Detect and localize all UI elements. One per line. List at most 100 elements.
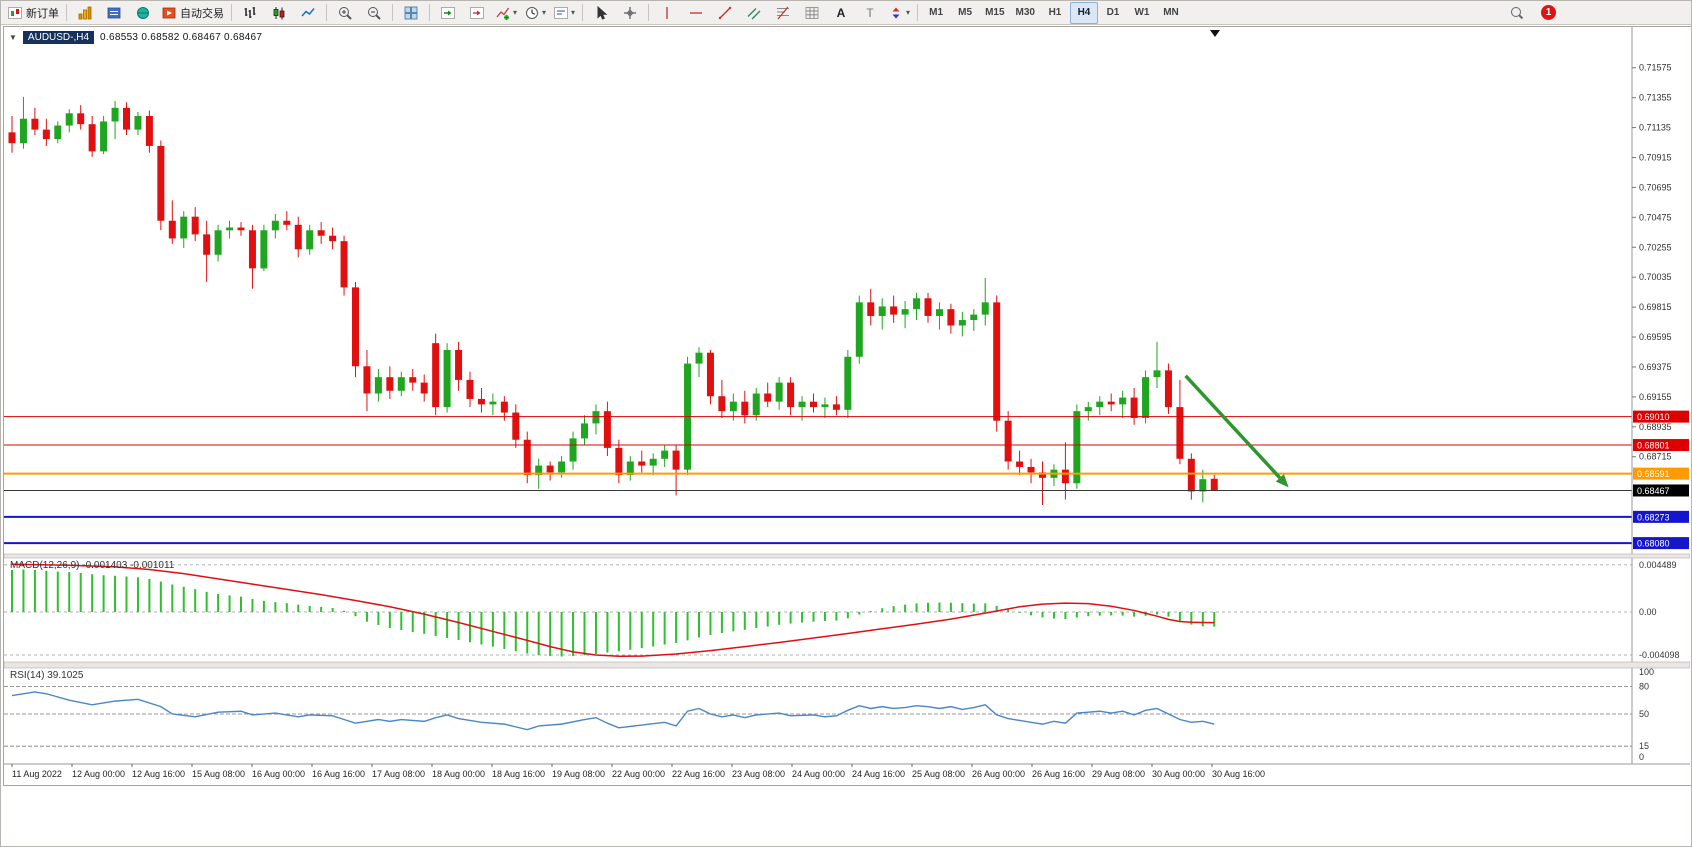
- timeframe-m5-button[interactable]: M5: [958, 7, 973, 18]
- search-icon: [1511, 6, 1524, 19]
- date-tick-label: 26 Aug 16:00: [1032, 769, 1085, 779]
- toolbar-separator: [326, 4, 327, 21]
- auto-trading-button[interactable]: 自动交易: [158, 2, 227, 24]
- trendline-button[interactable]: [711, 2, 739, 24]
- dropdown-arrow-icon: ▾: [513, 8, 518, 17]
- charts-button[interactable]: [71, 2, 99, 24]
- timeframe-m30-button[interactable]: M30: [1015, 7, 1035, 18]
- profiles-button[interactable]: [100, 2, 128, 24]
- zoom-in-button[interactable]: [331, 2, 359, 24]
- templates-button[interactable]: ▾: [550, 2, 578, 24]
- grid-button[interactable]: [798, 2, 826, 24]
- crosshair-button[interactable]: [616, 2, 644, 24]
- tile-windows-button[interactable]: [397, 2, 425, 24]
- macd-title: MACD(12,26,9) -0.001403 -0.001011: [10, 560, 174, 571]
- autotrade-icon: [162, 7, 176, 18]
- community-button[interactable]: [129, 2, 157, 24]
- new-order-icon: [8, 6, 22, 19]
- timeframe-w1-button[interactable]: W1: [1134, 7, 1150, 18]
- chart-ohlc-values: 0.68553 0.68582 0.68467 0.68467: [100, 32, 263, 43]
- line-chart-button[interactable]: [294, 2, 322, 24]
- level-price-label: [1633, 410, 1689, 423]
- date-tick-label: 12 Aug 16:00: [132, 769, 185, 779]
- rsi-axis-label: 50: [1639, 709, 1649, 719]
- price-tick-label: 0.69375: [1639, 362, 1672, 372]
- fibonacci-button[interactable]: [769, 2, 797, 24]
- date-tick-label: 18 Aug 16:00: [492, 769, 545, 779]
- timeframe-h1-button[interactable]: H1: [1048, 7, 1062, 18]
- zoom-out-icon: [368, 6, 381, 20]
- trendline-icon: [718, 6, 732, 19]
- search-button[interactable]: [1503, 2, 1531, 24]
- bar-chart-button[interactable]: [236, 2, 264, 24]
- timeframe-mn-button[interactable]: MN: [1163, 7, 1179, 18]
- svg-text:A: A: [837, 6, 846, 20]
- candlestick-chart-button[interactable]: [265, 2, 293, 24]
- cursor-button[interactable]: [587, 2, 615, 24]
- rsi-title: RSI(14) 39.1025: [10, 670, 83, 681]
- date-tick-label: 23 Aug 08:00: [732, 769, 785, 779]
- macd-axis-label: 0.00: [1639, 607, 1657, 617]
- timeframe-h4-button[interactable]: H4: [1069, 1, 1098, 24]
- candlestick-series[interactable]: [8, 96, 1218, 506]
- price-tick-label: 0.69815: [1639, 302, 1672, 312]
- rsi-panel-splitter[interactable]: [4, 661, 1690, 669]
- gridlevels-icon: [805, 6, 819, 19]
- macd-values: -0.001403 -0.001011: [82, 560, 175, 571]
- tile-icon: [404, 6, 418, 19]
- auto-scroll-button[interactable]: [434, 2, 462, 24]
- globe-icon: [137, 6, 149, 19]
- toolbar-right-group: 1: [1503, 2, 1556, 24]
- channel-button[interactable]: [740, 2, 768, 24]
- macd-panel[interactable]: 0.004489 0.00 -0.004098: [4, 560, 1680, 660]
- periods-button[interactable]: ▾: [521, 2, 549, 24]
- date-tick-label: 22 Aug 00:00: [612, 769, 665, 779]
- date-tick-label: 12 Aug 00:00: [72, 769, 125, 779]
- level-price-label: [1633, 467, 1689, 480]
- timeframe-m15-button[interactable]: M15: [985, 7, 1005, 18]
- price-tick-label: 0.71575: [1639, 63, 1672, 73]
- price-tick-label: 0.70475: [1639, 212, 1672, 222]
- chart-canvas[interactable]: 0.71575 0.71355 0.71135 0.70915 0.70695 0.704…: [4, 27, 1690, 783]
- chart-title-row: ▼ AUDUSD-,H4 0.68553 0.68582 0.68467 0.6…: [9, 31, 262, 44]
- crosshair-icon: [624, 6, 637, 19]
- textT-icon: T: [866, 6, 874, 20]
- down-arrow-annotation[interactable]: [1184, 374, 1289, 488]
- bars-icon: [244, 6, 256, 18]
- zoom-out-button[interactable]: [360, 2, 388, 24]
- date-tick-label: 25 Aug 08:00: [912, 769, 965, 779]
- horizontal-line-button[interactable]: [682, 2, 710, 24]
- new-order-button[interactable]: 新订单: [4, 2, 62, 24]
- autoscroll-icon: [441, 6, 455, 19]
- timeframe-d1-button[interactable]: D1: [1106, 7, 1120, 18]
- label-button[interactable]: T: [856, 2, 884, 24]
- fibo-icon: [777, 6, 790, 19]
- vertical-line-button[interactable]: [653, 2, 681, 24]
- indicators-icon: [496, 7, 510, 20]
- price-tick-label: 0.71355: [1639, 93, 1672, 103]
- rsi-line: [11, 691, 1215, 731]
- date-axis[interactable]: 11 Aug 2022 12 Aug 00:00 12 Aug 16:00 15 Au…: [4, 763, 1690, 779]
- svg-text:0.69010: 0.69010: [1637, 412, 1670, 422]
- toolbar-separator: [66, 4, 67, 21]
- timeframe-m1-button[interactable]: M1: [929, 7, 944, 18]
- toolbar-separator: [392, 4, 393, 21]
- candles-icon: [273, 6, 285, 19]
- date-tick-label: 30 Aug 00:00: [1152, 769, 1205, 779]
- dropdown-arrow-icon: ▾: [906, 8, 911, 17]
- text-button[interactable]: A: [827, 2, 855, 24]
- rsi-panel[interactable]: 100 80 50 150: [4, 667, 1654, 762]
- price-axis[interactable]: 0.71575 0.71355 0.71135 0.70915 0.70695 0.704…: [1631, 27, 1689, 764]
- macd-panel-splitter[interactable]: [4, 553, 1690, 559]
- date-tick-label: 18 Aug 00:00: [432, 769, 485, 779]
- notification-badge[interactable]: 1: [1541, 5, 1556, 20]
- arrows-button[interactable]: ▾: [885, 2, 913, 24]
- bid-price-label: [1633, 484, 1689, 497]
- indicators-button[interactable]: ▾: [492, 2, 520, 24]
- channel-icon: [747, 7, 761, 19]
- window-collapse-icon[interactable]: ▼: [9, 33, 17, 42]
- level-price-label: [1633, 439, 1689, 452]
- date-tick-label: 15 Aug 08:00: [192, 769, 245, 779]
- chart-shift-button[interactable]: [463, 2, 491, 24]
- price-tick-label: 0.68715: [1639, 452, 1672, 462]
